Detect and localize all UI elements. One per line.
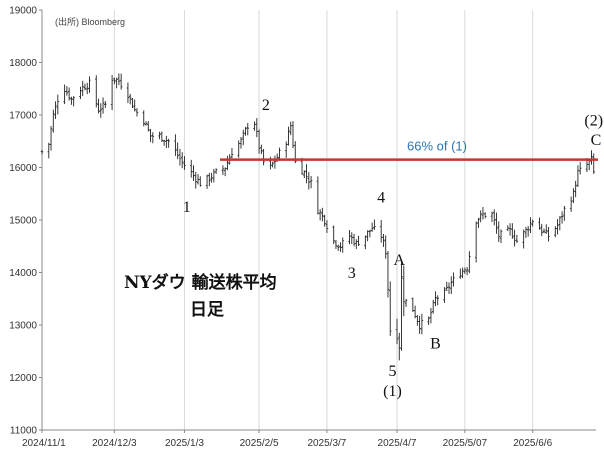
- price-bars: [40, 73, 596, 361]
- wave-label: 4: [377, 190, 385, 207]
- y-tick-label: 11000: [10, 426, 38, 437]
- x-tick-label: 2025/1/3: [165, 438, 204, 449]
- y-tick-label: 14000: [9, 268, 37, 279]
- wave-label: 2: [262, 97, 270, 114]
- y-tick-label: 18000: [9, 58, 37, 69]
- wave-label: B: [430, 336, 441, 353]
- x-tick-labels: 2024/11/1 2024/12/3 2025/1/3 2025/2/5 2025/3…: [22, 430, 553, 449]
- x-tick-label: 2025/2/5: [240, 438, 279, 449]
- wave-label: C: [591, 132, 602, 149]
- y-tick-label: 13000: [9, 321, 37, 332]
- y-tick-label: 16000: [9, 163, 37, 174]
- wave-label: 3: [348, 265, 356, 282]
- y-tick-label: 12000: [9, 373, 37, 384]
- chart-subtitle: 日足: [190, 300, 224, 320]
- x-tick-label: 2024/11/1: [22, 438, 66, 449]
- x-tick-label: 2025/3/7: [307, 438, 346, 449]
- source-note: (出所) Bloomberg: [55, 16, 125, 27]
- x-tick-label: 2025/4/7: [378, 438, 417, 449]
- resistance-label: 66% of (1): [407, 139, 467, 154]
- grid-lines: [41, 10, 534, 430]
- wave-label: (2): [584, 113, 603, 130]
- wave-labels: 1 2 3 4 A B 5 (1) (2) C: [183, 97, 603, 400]
- y-tick-label: 17000: [9, 111, 37, 122]
- chart-title: NYダウ 輸送株平均: [124, 272, 277, 293]
- y-tick-labels: 11000 12000 13000 14000 15000 16000 17000 18000…: [9, 6, 42, 437]
- wave-label: A: [393, 252, 405, 269]
- y-tick-label: 15000: [9, 216, 37, 227]
- y-tick-label: 19000: [9, 6, 37, 17]
- wave-label: 1: [183, 199, 191, 216]
- wave-label: 5: [388, 363, 396, 380]
- x-tick-label: 2025/6/6: [513, 438, 552, 449]
- x-tick-label: 2024/12/3: [92, 438, 137, 449]
- wave-label: (1): [383, 383, 402, 400]
- x-tick-label: 2025/5/07: [443, 438, 488, 449]
